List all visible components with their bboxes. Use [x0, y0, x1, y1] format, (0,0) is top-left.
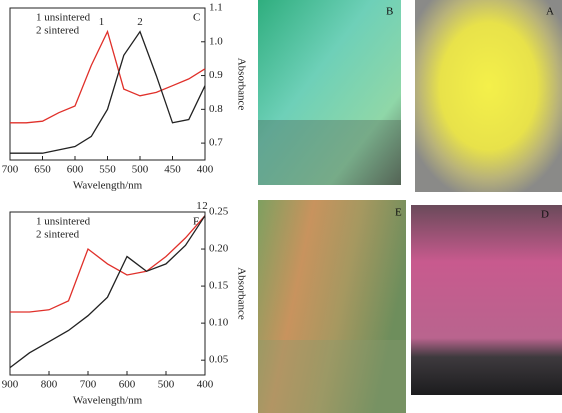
y-tick-label: 0.15: [209, 280, 229, 292]
peak-label: 1: [99, 16, 105, 28]
series-line: [10, 215, 206, 313]
peak-label: 2: [202, 200, 208, 212]
chart-c: 700 650 600 550 500 450 400 0.7 0.8 0.9 1.0 1.1 Wave…: [2, 2, 248, 192]
x-tick-label: 900: [2, 379, 19, 391]
y-tick-label: 1.0: [209, 35, 223, 47]
panel-letter: C: [193, 12, 200, 24]
panel-letter: D: [541, 209, 549, 221]
peak-label: 1: [196, 200, 202, 212]
y-tick-label: 0.25: [209, 206, 229, 218]
x-axis-label: Wavelength/nm: [73, 395, 143, 407]
x-tick-label: 700: [2, 164, 19, 176]
x-tick-label: 450: [164, 164, 181, 176]
photo-shade: [258, 120, 401, 185]
series-line: [9, 215, 206, 369]
x-tick-label: 600: [67, 164, 84, 176]
y-axis-label: Absorbance: [235, 58, 247, 111]
photo-d: D: [411, 205, 562, 395]
y-axis-label: Absorbance: [235, 267, 247, 320]
x-tick-label: 700: [80, 379, 97, 391]
photo-image: [411, 205, 562, 395]
photo-a: A: [415, 0, 562, 192]
legend-entry: 2 sintered: [36, 25, 80, 37]
photo-b: B: [258, 0, 401, 185]
x-tick-label: 600: [119, 379, 136, 391]
legend-entry: 1 unsintered: [36, 216, 91, 228]
x-tick-label: 650: [34, 164, 51, 176]
panel-letter: F: [193, 216, 199, 228]
photo-image: [258, 200, 406, 413]
x-tick-label: 500: [132, 164, 149, 176]
y-tick-label: 1.1: [209, 2, 223, 14]
y-tick-label: 0.20: [209, 243, 229, 255]
series-line: [10, 29, 206, 124]
y-tick-label: 0.9: [209, 69, 223, 81]
legend-entry: 2 sintered: [36, 229, 80, 241]
chart-f: 900 800 700 600 500 400 0.05 0.10 0.15 0.20 0.25 Wa…: [2, 200, 248, 406]
series-line: [10, 30, 206, 154]
photo-image: [258, 0, 401, 185]
y-tick-label: 0.05: [209, 354, 229, 366]
y-tick-label: 0.8: [209, 103, 223, 115]
photo-image: [415, 0, 562, 192]
x-tick-label: 800: [41, 379, 58, 391]
peak-label: 2: [137, 16, 143, 28]
photo-shade: [258, 340, 406, 413]
x-tick-label: 400: [197, 164, 214, 176]
x-tick-label: 500: [158, 379, 175, 391]
y-tick-label: 0.10: [209, 317, 229, 329]
panel-letter: A: [546, 6, 554, 18]
panel-letter: B: [386, 6, 393, 18]
x-tick-label: 550: [99, 164, 116, 176]
y-tick-label: 0.7: [209, 137, 223, 149]
legend-entry: 1 unsintered: [36, 12, 91, 24]
x-axis-label: Wavelength/nm: [73, 180, 143, 192]
x-tick-label: 400: [197, 379, 214, 391]
panel-letter: E: [395, 207, 402, 219]
photo-e: E: [258, 200, 406, 413]
plot-frame: [9, 211, 206, 376]
